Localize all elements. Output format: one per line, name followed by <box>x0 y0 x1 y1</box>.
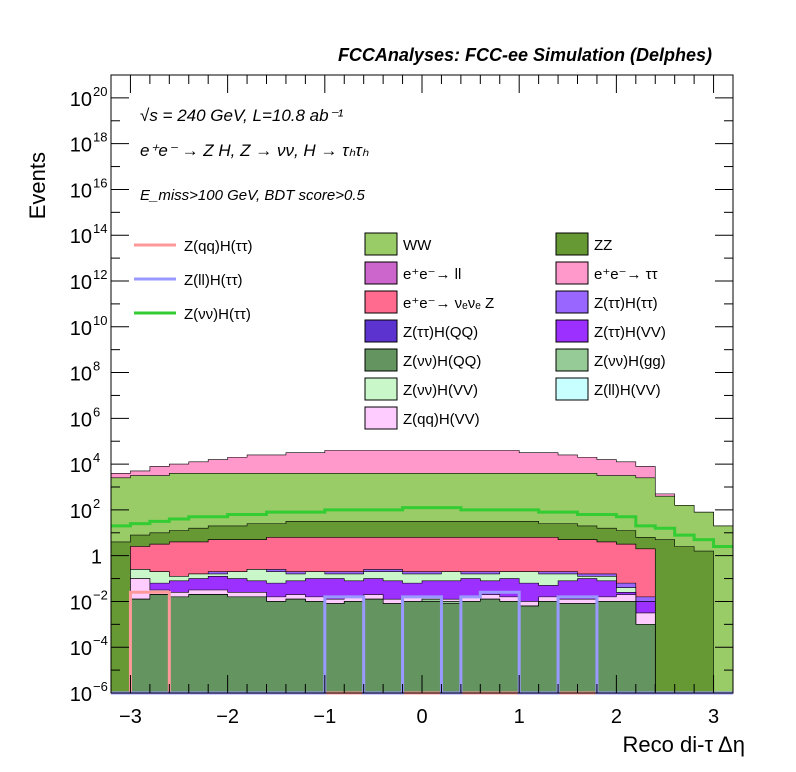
legend-box-swatch <box>555 377 589 401</box>
y-tick-label: 10 <box>70 455 92 477</box>
x-axis-label: Reco di-τ Δη <box>623 732 745 757</box>
legend-box-label: WW <box>403 237 432 254</box>
y-tick-exponent: 12 <box>93 267 107 282</box>
legend-line-label: Z(ll)H(ττ) <box>184 272 243 289</box>
y-tick-exponent: −4 <box>93 633 108 648</box>
line-series-z-h- <box>111 506 733 549</box>
y-tick-exponent: −2 <box>93 587 108 602</box>
y-tick-label: 10 <box>70 135 92 157</box>
legend-box-swatch <box>555 319 589 343</box>
x-tick-label: 0 <box>416 706 427 728</box>
legend-box-label: e⁺e⁻→ ll <box>403 266 461 283</box>
y-tick-label: 10 <box>70 684 92 706</box>
y-tick-exponent: 10 <box>93 313 107 328</box>
x-tick-label: −3 <box>119 706 142 728</box>
legend-box-swatch <box>364 406 398 430</box>
y-tick-label: 10 <box>70 89 92 111</box>
stacked-histograms <box>110 450 734 694</box>
legend-box-swatch <box>364 319 398 343</box>
y-tick-label: 10 <box>70 318 92 340</box>
y-tick-exponent: −6 <box>93 679 108 694</box>
y-tick-exponent: 6 <box>93 404 100 419</box>
y-tick-label: 10 <box>70 364 92 386</box>
legend-line-label: Z(νν)H(ττ) <box>184 306 251 323</box>
y-tick-exponent: 14 <box>93 221 107 236</box>
annotation-energy: √s = 240 GeV, L=10.8 ab⁻¹ <box>140 106 344 125</box>
x-tick-label: 2 <box>611 706 622 728</box>
x-tick-label: 3 <box>708 706 719 728</box>
y-tick-exponent: 16 <box>93 175 107 190</box>
y-tick-label: 1 <box>91 547 102 569</box>
annotation-cuts: E_miss>100 GeV, BDT score>0.5 <box>140 187 365 204</box>
legend-box-label: Z(ττ)H(QQ) <box>403 324 478 341</box>
annotation-process: e⁺e⁻ → Z H, Z → νν, H → τₕτₕ <box>140 141 369 160</box>
legend-box-swatch <box>364 261 398 285</box>
x-tick-label: 1 <box>514 706 525 728</box>
legend-box-swatch <box>555 290 589 314</box>
legend-box-label: Z(νν)H(QQ) <box>403 353 481 370</box>
legend-box-swatch <box>364 232 398 256</box>
legend-box-swatch <box>364 377 398 401</box>
legend-box-label: Z(ττ)H(VV) <box>594 324 666 341</box>
legend-box-swatch <box>555 348 589 372</box>
y-tick-label: 10 <box>70 638 92 660</box>
y-tick-label: 10 <box>70 501 92 523</box>
y-tick-exponent: 8 <box>93 359 100 374</box>
legend-box-swatch <box>364 348 398 372</box>
y-tick-exponent: 20 <box>93 84 107 99</box>
y-tick-label: 10 <box>70 592 92 614</box>
y-tick-label: 10 <box>70 180 92 202</box>
legend-box-swatch <box>555 261 589 285</box>
legend-box-swatch <box>555 232 589 256</box>
legend-box-swatch <box>364 290 398 314</box>
legend-box-label: Z(νν)H(VV) <box>403 382 478 399</box>
y-tick-label: 10 <box>70 272 92 294</box>
legend-box-label: ZZ <box>594 237 612 254</box>
legend-box-label: Z(νν)H(gg) <box>594 353 666 370</box>
legend-box-label: e⁺e⁻→ ττ <box>594 266 658 283</box>
legend-box-label: Z(ττ)H(ττ) <box>594 295 658 312</box>
legend-box-label: e⁺e⁻→ νₑνₑ Z <box>403 295 494 312</box>
legend-box-label: Z(ll)H(VV) <box>594 382 661 399</box>
y-axis-label: Events <box>25 152 50 219</box>
y-tick-exponent: 18 <box>93 130 107 145</box>
y-tick-exponent: 2 <box>93 496 100 511</box>
legend-box-label: Z(qq)H(VV) <box>403 411 480 428</box>
x-tick-label: −2 <box>216 706 239 728</box>
chart-title: FCCAnalyses: FCC-ee Simulation (Delphes) <box>338 45 712 65</box>
legend: Z(qq)H(ττ) Z(ll)H(ττ) Z(νν)H(ττ) WW ZZ e⁺e⁻→ … <box>134 232 666 430</box>
legend-line-label: Z(qq)H(ττ) <box>184 238 253 255</box>
y-tick-label: 10 <box>70 226 92 248</box>
y-tick-exponent: 4 <box>93 450 100 465</box>
y-tick-label: 10 <box>70 409 92 431</box>
x-tick-label: −1 <box>313 706 336 728</box>
